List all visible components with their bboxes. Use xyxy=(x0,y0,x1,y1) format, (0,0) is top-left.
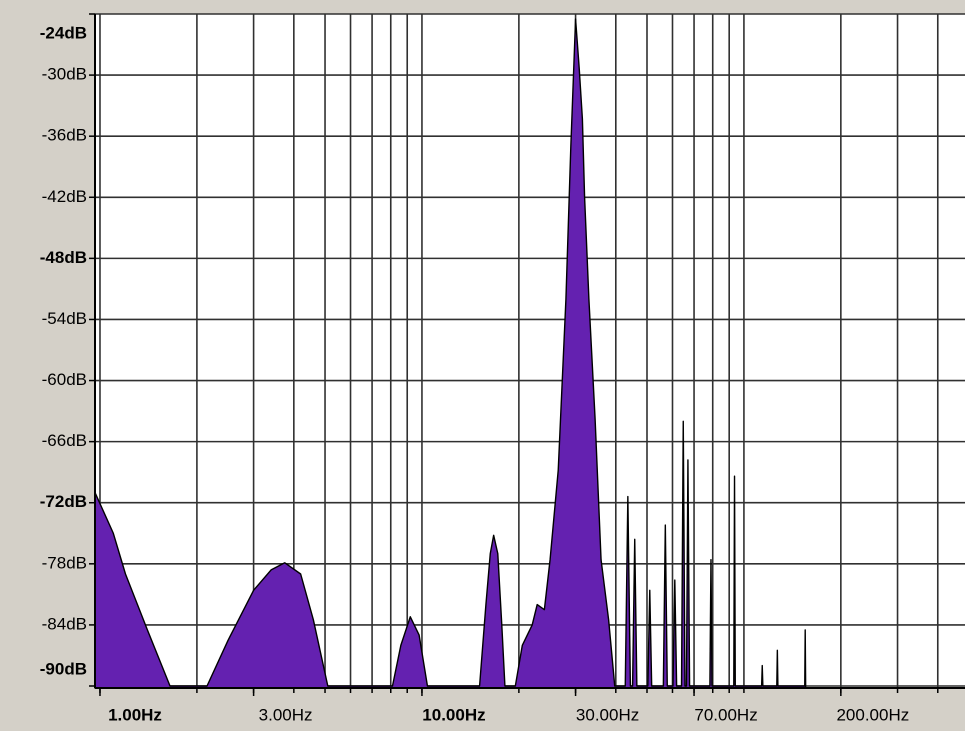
y-tick-label: -48dB xyxy=(40,248,87,267)
x-tick-label: 3.00Hz xyxy=(259,705,313,724)
y-tick-label: -42dB xyxy=(42,187,87,206)
y-tick-label: -72dB xyxy=(40,492,87,511)
y-tick-label: -30dB xyxy=(42,65,87,84)
x-tick-label: 70.00Hz xyxy=(694,705,757,724)
plot-area xyxy=(95,14,965,688)
x-tick-label: 1.00Hz xyxy=(108,705,162,724)
x-tick-label: 30.00Hz xyxy=(576,705,639,724)
y-tick-label: -78dB xyxy=(42,553,87,572)
spectrum-area xyxy=(94,18,807,689)
x-tick-label: 10.00Hz xyxy=(422,705,485,724)
y-tick-label: -90dB xyxy=(40,659,87,678)
y-tick-label: -54dB xyxy=(42,309,87,328)
x-tick-label: 200.00Hz xyxy=(836,705,909,724)
y-tick-label: -84dB xyxy=(42,614,87,633)
y-tick-label: -66dB xyxy=(42,431,87,450)
y-tick-label: -36dB xyxy=(42,126,87,145)
y-tick-label: -60dB xyxy=(42,370,87,389)
y-tick-label: -24dB xyxy=(40,23,87,42)
